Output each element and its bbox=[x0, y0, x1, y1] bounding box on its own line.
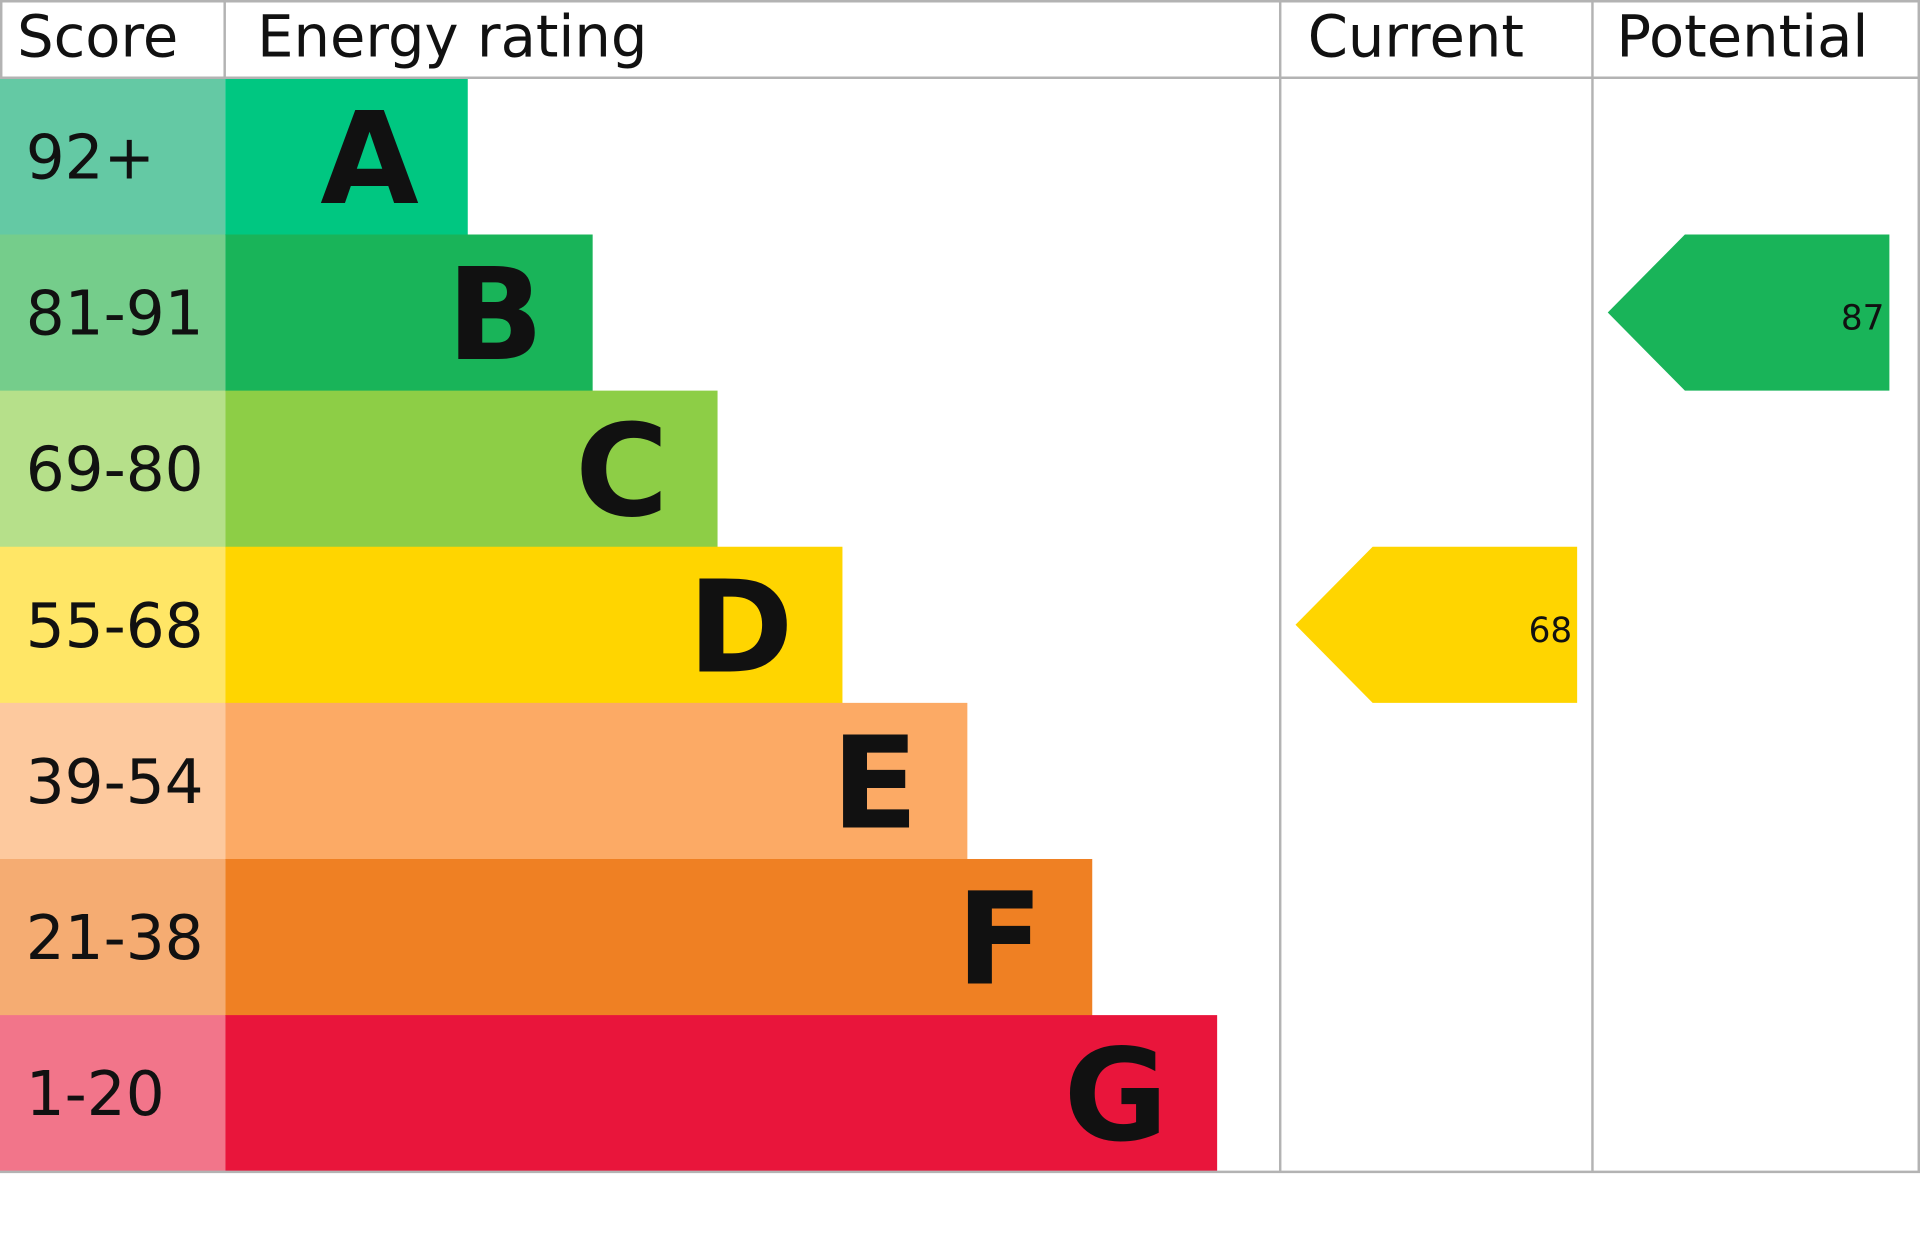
score-label: 69-80 bbox=[26, 435, 204, 506]
band-row-a: 92+ A bbox=[0, 78, 468, 236]
rating-letter: B bbox=[447, 242, 544, 390]
potential-rating-arrow: 87 bbox=[1607, 234, 1890, 391]
score-cell bbox=[0, 390, 226, 548]
band-row-f: 21-38 F bbox=[0, 858, 1093, 1016]
rating-letter: A bbox=[320, 86, 419, 234]
band-row-e: 39-54 E bbox=[0, 702, 968, 860]
potential-arrow-shape bbox=[1607, 234, 1890, 391]
score-cell bbox=[0, 858, 226, 1016]
current-value: 68 bbox=[1529, 611, 1573, 651]
score-label: 92+ bbox=[26, 122, 155, 193]
score-label: 1-20 bbox=[26, 1059, 165, 1130]
rating-bar bbox=[225, 858, 1093, 1016]
header-score: Score bbox=[17, 3, 178, 70]
score-label: 81-91 bbox=[26, 279, 204, 350]
score-label: 21-38 bbox=[26, 903, 204, 974]
potential-value: 87 bbox=[1841, 299, 1885, 339]
score-cell bbox=[0, 234, 226, 392]
score-cell bbox=[0, 1015, 226, 1172]
score-label: 55-68 bbox=[26, 591, 204, 662]
header-current: Current bbox=[1308, 3, 1524, 70]
score-label: 39-54 bbox=[26, 747, 204, 818]
score-cell bbox=[0, 78, 226, 236]
rating-letter: F bbox=[956, 867, 1043, 1015]
rating-bar bbox=[225, 78, 468, 236]
rating-bar bbox=[225, 1015, 1218, 1172]
rating-letter: E bbox=[831, 710, 918, 858]
grid-lines bbox=[0, 0, 1920, 1174]
rating-bar bbox=[225, 390, 718, 548]
current-arrow-shape bbox=[1295, 546, 1578, 703]
band-row-d: 55-68 D bbox=[0, 546, 843, 704]
rating-bar bbox=[225, 546, 843, 704]
rating-letter: C bbox=[575, 398, 668, 546]
band-row-c: 69-80 C bbox=[0, 390, 718, 548]
score-cell bbox=[0, 702, 226, 860]
score-cell bbox=[0, 546, 226, 704]
rating-letter: D bbox=[688, 554, 794, 702]
band-row-g: 1-20 G bbox=[0, 1015, 1218, 1172]
current-rating-arrow: 68 bbox=[1295, 546, 1578, 703]
rating-letter: G bbox=[1064, 1023, 1169, 1171]
rating-bar bbox=[225, 234, 593, 392]
header-energy-rating: Energy rating bbox=[257, 3, 647, 70]
header-potential: Potential bbox=[1616, 3, 1868, 70]
band-row-b: 81-91 B bbox=[0, 234, 593, 392]
rating-bar bbox=[225, 702, 968, 860]
